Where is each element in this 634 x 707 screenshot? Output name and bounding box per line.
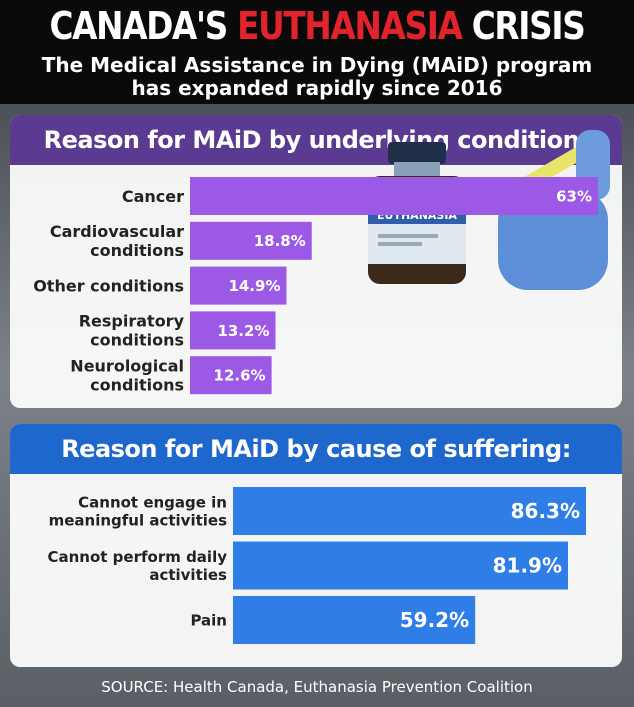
chart2-category-label: Cannot perform daily <box>48 548 228 566</box>
chart2-category-label: Cannot engage in <box>78 493 227 511</box>
chart1-value-label: 12.6% <box>214 367 266 385</box>
chart1-bar <box>190 177 598 215</box>
header: CANADA'S EUTHANASIA CRISIS The Medical A… <box>0 0 634 104</box>
chart1-category-label: Cancer <box>122 187 184 206</box>
chart2-bar <box>233 487 586 535</box>
chart2-value-label: 81.9% <box>493 554 562 578</box>
chart2-value-label: 59.2% <box>400 608 469 632</box>
chart1-value-label: 63% <box>556 187 592 205</box>
title-suffix: CRISIS <box>471 4 586 48</box>
chart1-bar <box>190 356 272 395</box>
vial-cap-icon <box>388 142 446 164</box>
chart1-category-label: Cardiovascular <box>50 222 184 241</box>
page-title: CANADA'S EUTHANASIA CRISIS <box>44 4 589 48</box>
chart1-value-label: 13.2% <box>217 322 269 340</box>
underlying-condition-heading: Reason for MAiD by underlying condition: <box>10 115 622 165</box>
subtitle: The Medical Assistance in Dying (MAiD) p… <box>0 54 634 100</box>
chart2-category-label: activities <box>149 566 227 584</box>
title-highlight: EUTHANASIA <box>237 4 463 48</box>
chart1-category-label: Respiratory <box>79 312 185 331</box>
chart1-category-label: Neurological <box>70 356 184 375</box>
cause-of-suffering-heading: Reason for MAiD by cause of suffering: <box>10 424 622 474</box>
chart2-bar <box>233 541 569 590</box>
chart1-category-label: conditions <box>90 375 184 394</box>
chart1-value-label: 18.8% <box>254 232 306 250</box>
chart2-category-label: Pain <box>190 611 227 629</box>
underlying-condition-panel: Reason for MAiD by underlying condition: <box>10 115 622 408</box>
chart2-value-label: 86.3% <box>511 499 580 523</box>
chart1-category-label: conditions <box>90 331 184 350</box>
subtitle-line-2: has expanded rapidly since 2016 <box>131 76 503 100</box>
subtitle-line-1: The Medical Assistance in Dying (MAiD) p… <box>41 53 593 77</box>
chart1-bar <box>190 266 287 305</box>
chart1-category-label: Other conditions <box>33 276 184 295</box>
chart2-bar <box>233 596 476 644</box>
chart1-category-label: conditions <box>90 241 184 260</box>
title-prefix: CANADA'S <box>49 4 228 48</box>
source-note: SOURCE: Health Canada, Euthanasia Preven… <box>101 678 533 696</box>
chart1-value-label: 14.9% <box>228 277 280 295</box>
chart2-category-label: meaningful activities <box>49 511 227 529</box>
chart1-bar <box>190 311 276 350</box>
chart1-bar <box>190 221 312 260</box>
